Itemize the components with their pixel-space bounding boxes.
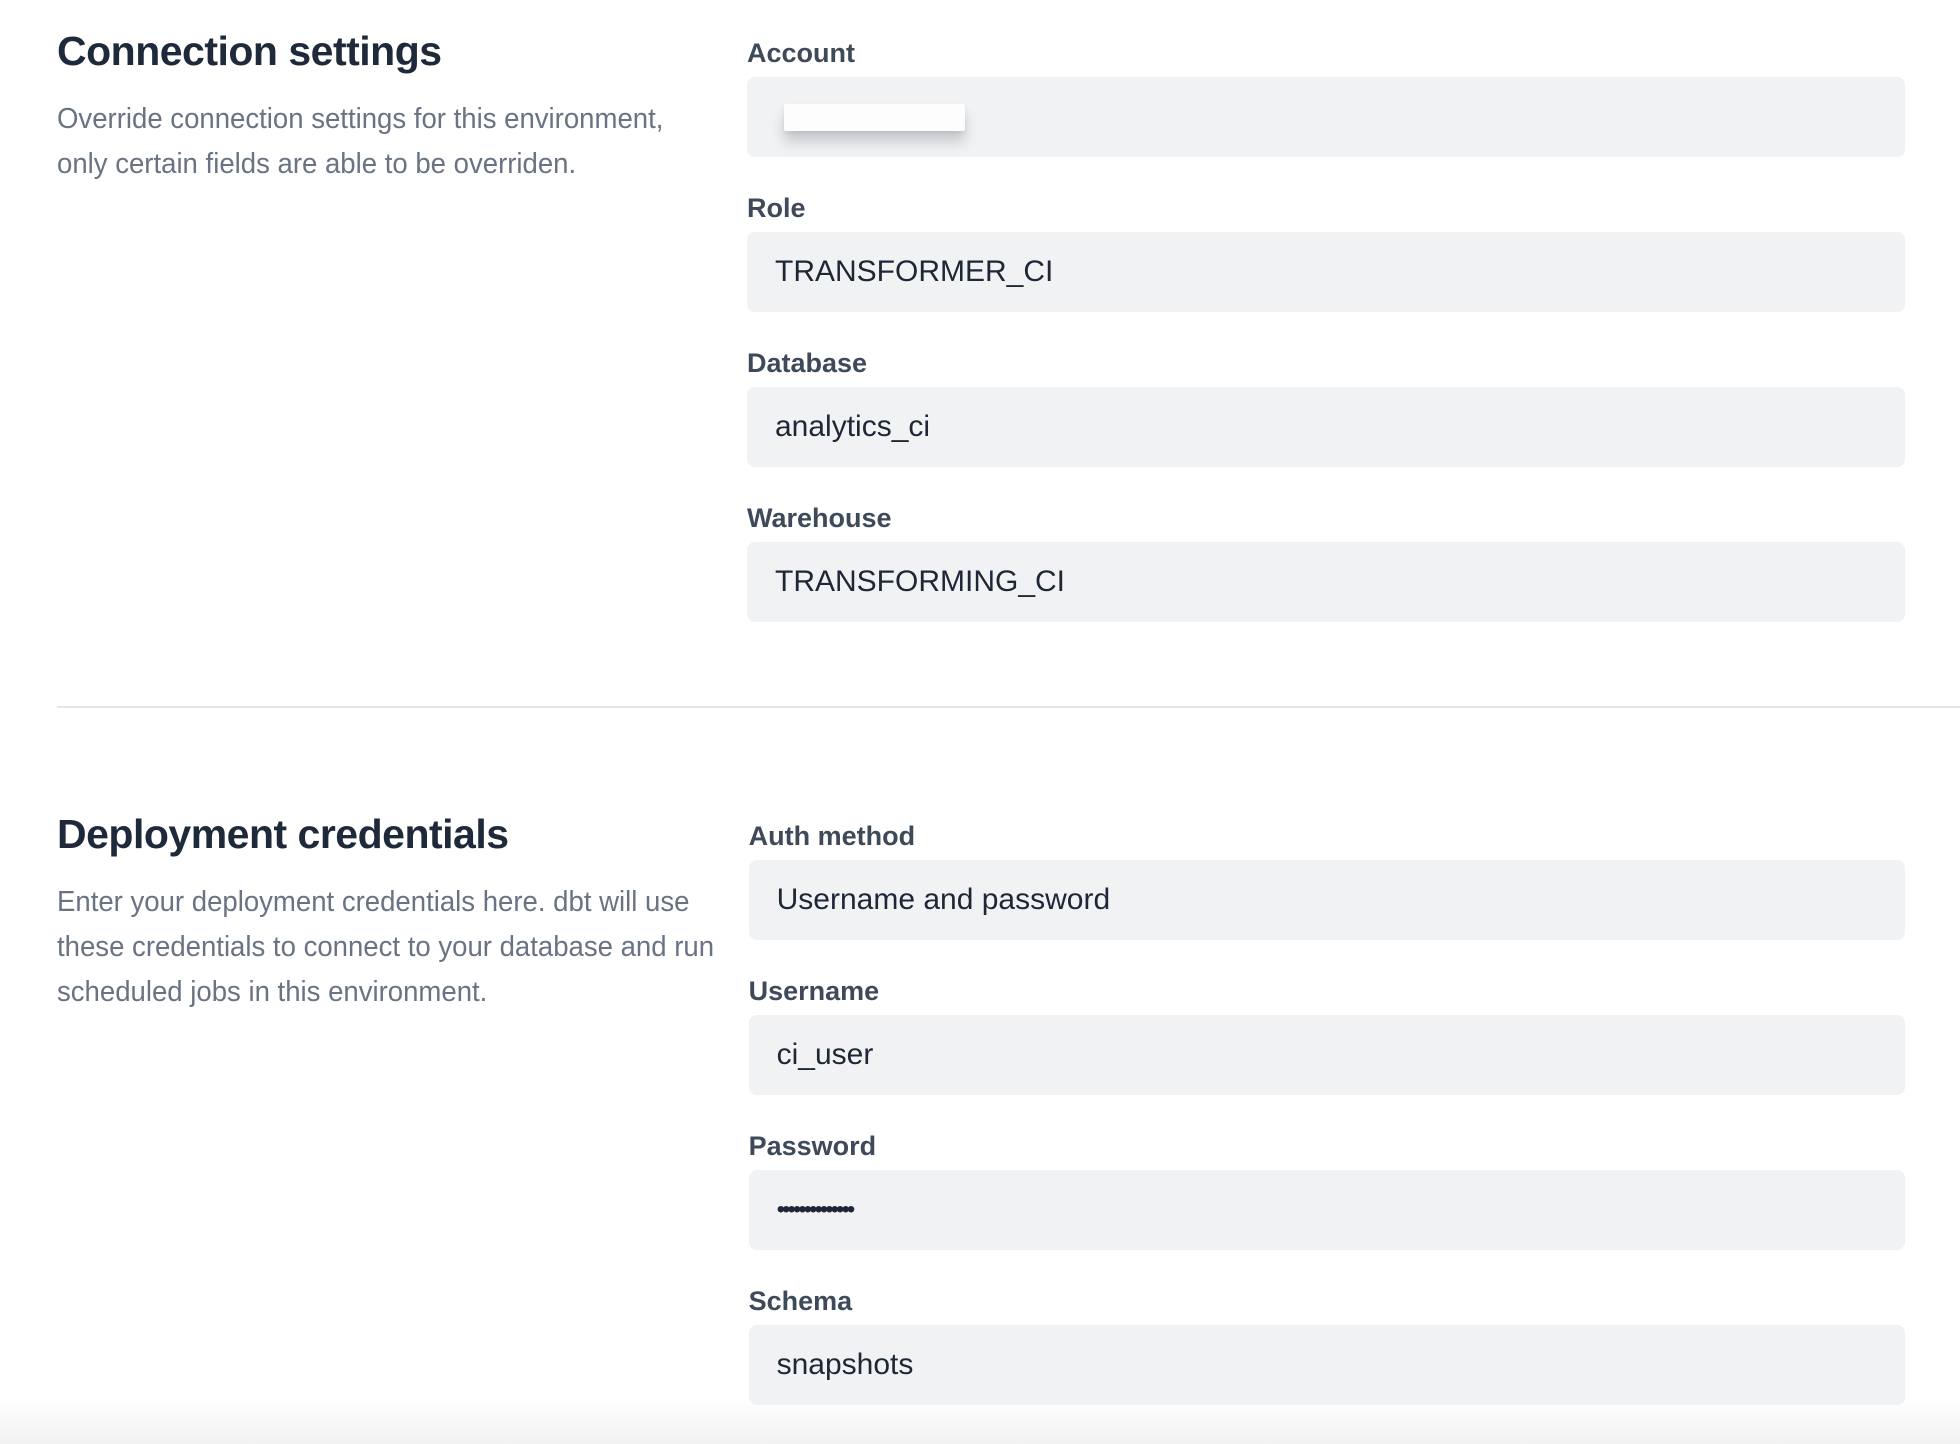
database-input[interactable]: analytics_ci (747, 387, 1905, 467)
section-divider (57, 706, 1960, 708)
role-input[interactable]: TRANSFORMER_CI (747, 232, 1905, 312)
username-field: Username ci_user (748, 976, 1905, 1095)
account-field: Account (747, 38, 1905, 157)
connection-settings-section: Connection settings Override connection … (0, 0, 1960, 706)
connection-settings-description: Override connection settings for this en… (57, 103, 664, 180)
deployment-credentials-section: Deployment credentials Enter your deploy… (0, 708, 1960, 1405)
connection-settings-fields: Account Role TRANSFORMER_CI Database ana… (747, 28, 1905, 622)
auth-method-label: Auth method (748, 821, 916, 851)
connection-settings-title: Connection settings (57, 28, 442, 74)
schema-input[interactable]: snapshots (748, 1325, 1905, 1405)
password-label: Password (748, 1131, 877, 1161)
schema-label: Schema (748, 1286, 853, 1316)
account-label: Account (747, 38, 855, 68)
auth-method-field: Auth method Username and password (748, 821, 1905, 940)
auth-method-input[interactable]: Username and password (748, 860, 1905, 940)
warehouse-input[interactable]: TRANSFORMING_CI (747, 542, 1905, 622)
warehouse-field: Warehouse TRANSFORMING_CI (747, 503, 1905, 622)
role-field: Role TRANSFORMER_CI (747, 193, 1905, 312)
connection-settings-intro: Connection settings Override connection … (57, 28, 747, 187)
account-value-redaction (784, 103, 965, 131)
password-input[interactable]: •••••••••••••• (748, 1170, 1905, 1250)
password-field: Password •••••••••••••• (748, 1131, 1905, 1250)
username-input[interactable]: ci_user (748, 1015, 1905, 1095)
username-label: Username (748, 976, 880, 1006)
account-input[interactable] (747, 77, 1905, 157)
database-label: Database (747, 348, 868, 378)
deployment-credentials-title: Deployment credentials (57, 811, 509, 857)
database-field: Database analytics_ci (747, 348, 1905, 467)
deployment-credentials-intro: Deployment credentials Enter your deploy… (57, 811, 749, 1015)
deployment-credentials-description: Enter your deployment credentials here. … (57, 886, 715, 1008)
warehouse-label: Warehouse (747, 503, 892, 533)
deployment-credentials-fields: Auth method Username and password Userna… (748, 811, 1905, 1405)
role-label: Role (747, 193, 806, 223)
schema-field: Schema snapshots (748, 1286, 1905, 1405)
